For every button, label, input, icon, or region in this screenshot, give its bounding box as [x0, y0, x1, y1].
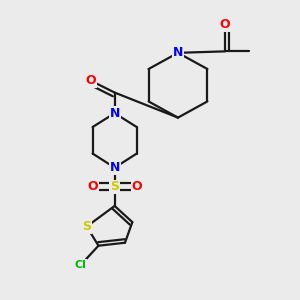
Text: O: O [87, 180, 98, 193]
Text: O: O [131, 180, 142, 193]
Text: N: N [173, 46, 183, 59]
Text: S: S [110, 180, 119, 193]
Text: N: N [110, 107, 120, 120]
Text: Cl: Cl [75, 260, 87, 270]
Text: S: S [82, 220, 91, 233]
Text: O: O [220, 18, 230, 32]
Text: O: O [86, 74, 96, 87]
Text: N: N [110, 161, 120, 174]
